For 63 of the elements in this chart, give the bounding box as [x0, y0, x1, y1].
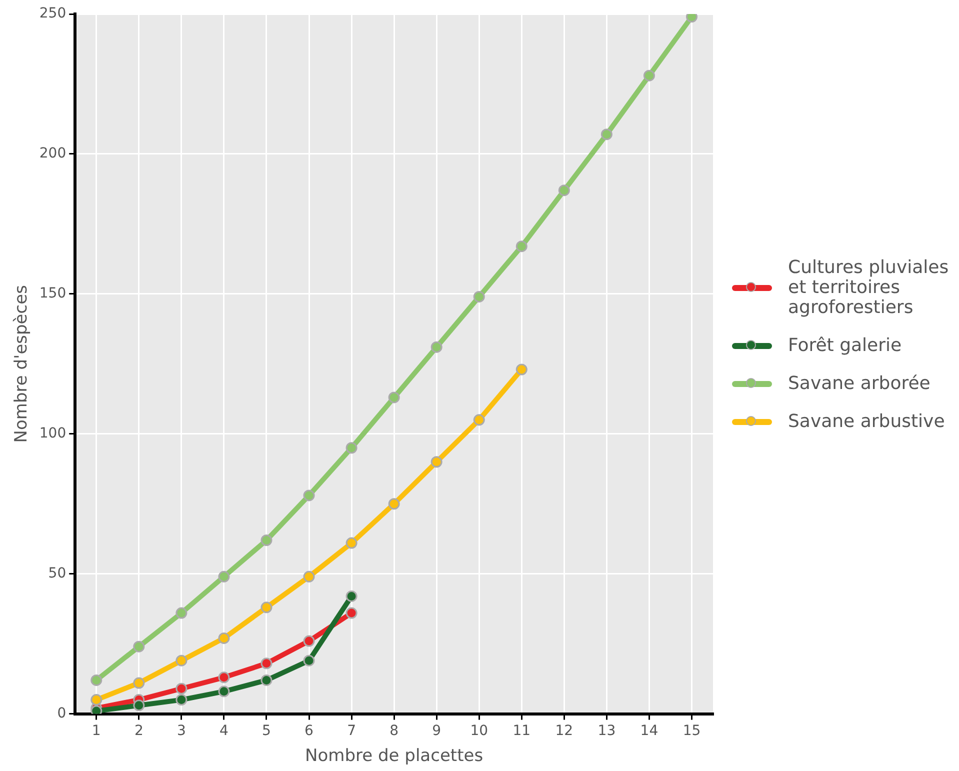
x-tick-label: 8	[390, 722, 399, 739]
point	[260, 674, 272, 686]
point	[176, 694, 188, 706]
point	[346, 607, 358, 619]
point	[133, 640, 145, 652]
x-tick-label: 7	[347, 722, 356, 739]
y-tick-label: 250	[39, 6, 66, 22]
point	[388, 392, 400, 404]
point	[346, 590, 358, 602]
x-tick-label: 10	[470, 722, 488, 739]
x-tick-label: 13	[598, 722, 616, 739]
point	[218, 686, 230, 698]
x-tick-label: 12	[555, 722, 574, 739]
point	[303, 635, 315, 647]
point	[133, 677, 145, 689]
point	[303, 490, 315, 502]
point	[218, 672, 230, 684]
x-tick-label: 1	[92, 722, 101, 739]
point	[176, 607, 188, 619]
legend-label: Forêt galerie	[788, 335, 902, 356]
x-tick-label: 4	[220, 722, 228, 739]
x-tick-label: 14	[640, 722, 658, 739]
y-tick-label: 200	[39, 146, 66, 162]
y-axis-title: Nombre d'espèces	[12, 284, 32, 443]
x-tick-label: 5	[262, 722, 271, 739]
point	[176, 654, 188, 666]
point	[218, 632, 230, 644]
y-tick-label: 50	[48, 565, 66, 582]
point	[473, 290, 485, 302]
x-tick-label: 11	[512, 722, 531, 739]
x-tick-label: 6	[304, 722, 314, 739]
x-tick-label: 3	[176, 722, 186, 739]
point	[346, 537, 358, 549]
legend-label: Cultures pluviales et territoires agroforestiers	[788, 257, 950, 318]
x-axis-title: Nombre de placettes	[305, 746, 484, 766]
point	[260, 658, 272, 670]
point	[430, 341, 442, 353]
y-tick-label: 150	[39, 286, 66, 302]
point	[176, 682, 188, 694]
point	[260, 602, 272, 614]
point	[558, 184, 570, 196]
point	[133, 700, 145, 712]
point	[303, 654, 315, 666]
point	[516, 364, 528, 376]
point	[90, 674, 102, 686]
y-tick-label: 0	[57, 705, 66, 722]
x-tick-label: 2	[134, 722, 144, 739]
legend-label: Savane arbustive	[788, 411, 945, 432]
point	[600, 128, 612, 140]
point	[430, 456, 442, 468]
legend-label: Savane arborée	[788, 373, 930, 394]
point	[90, 694, 102, 706]
x-tick-label: 15	[682, 722, 701, 739]
point	[516, 240, 528, 252]
point	[473, 414, 485, 426]
point	[303, 570, 315, 582]
point	[346, 442, 358, 454]
x-tick-label: 9	[432, 722, 442, 739]
point	[260, 534, 272, 546]
point	[388, 498, 400, 510]
point	[643, 70, 655, 82]
point	[218, 570, 230, 582]
y-tick-label: 100	[39, 426, 66, 442]
